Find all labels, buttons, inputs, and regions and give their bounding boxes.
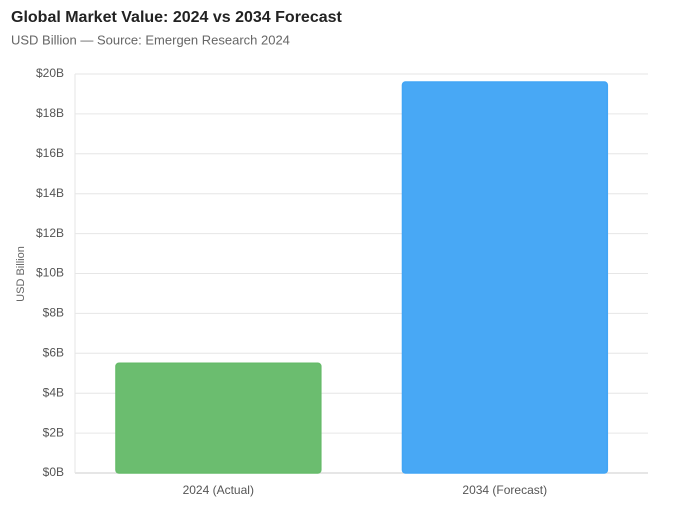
y-tick-label: $16B (36, 146, 64, 160)
bar (115, 362, 322, 474)
y-tick-label: $10B (36, 266, 64, 280)
y-tick-label: $6B (43, 345, 64, 359)
y-tick-label: $4B (43, 385, 64, 399)
bar (401, 81, 609, 474)
y-tick-label: $2B (43, 425, 64, 439)
y-tick-label: $20B (36, 66, 64, 80)
y-tick-label: $8B (43, 306, 64, 320)
y-tick-label: $12B (36, 226, 64, 240)
x-tick-label: 2024 (Actual) (183, 483, 254, 497)
x-tick-label: 2034 (Forecast) (462, 483, 547, 497)
y-tick-label: $0B (43, 465, 64, 479)
y-tick-label: $18B (36, 106, 64, 120)
y-axis-label: USD Billion (15, 246, 27, 302)
chart-subtitle: USD Billion — Source: Emergen Research 2… (11, 32, 290, 47)
y-tick-label: $14B (36, 186, 64, 200)
chart-title: Global Market Value: 2024 vs 2034 Foreca… (11, 9, 343, 26)
